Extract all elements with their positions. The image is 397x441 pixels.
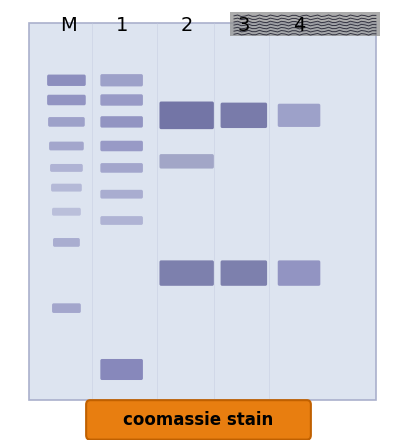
FancyBboxPatch shape [100, 216, 143, 225]
Text: M: M [60, 16, 77, 35]
FancyBboxPatch shape [50, 164, 83, 172]
FancyBboxPatch shape [47, 95, 86, 105]
FancyBboxPatch shape [100, 116, 143, 127]
FancyBboxPatch shape [221, 103, 267, 128]
FancyBboxPatch shape [47, 75, 86, 86]
FancyBboxPatch shape [160, 101, 214, 129]
FancyBboxPatch shape [49, 142, 84, 150]
FancyBboxPatch shape [53, 238, 80, 247]
FancyBboxPatch shape [52, 208, 81, 216]
FancyBboxPatch shape [100, 163, 143, 173]
Bar [29, 23, 376, 400]
FancyBboxPatch shape [48, 117, 85, 127]
FancyBboxPatch shape [52, 303, 81, 313]
FancyBboxPatch shape [100, 74, 143, 86]
FancyBboxPatch shape [100, 94, 143, 106]
FancyBboxPatch shape [86, 400, 311, 440]
Text: 2: 2 [181, 16, 193, 35]
Bar [214, 23, 215, 400]
Text: 4: 4 [293, 16, 305, 35]
FancyBboxPatch shape [160, 260, 214, 286]
FancyBboxPatch shape [51, 184, 82, 191]
FancyBboxPatch shape [100, 359, 143, 380]
Text: 3: 3 [238, 16, 250, 35]
Bar [230, 12, 380, 37]
Text: 1: 1 [116, 16, 128, 35]
Bar [92, 23, 93, 400]
FancyBboxPatch shape [278, 260, 320, 286]
FancyBboxPatch shape [221, 260, 267, 286]
FancyBboxPatch shape [278, 104, 320, 127]
FancyBboxPatch shape [160, 154, 214, 168]
FancyBboxPatch shape [100, 190, 143, 198]
FancyBboxPatch shape [100, 141, 143, 151]
Text: coomassie stain: coomassie stain [123, 411, 274, 429]
Bar [157, 23, 158, 400]
